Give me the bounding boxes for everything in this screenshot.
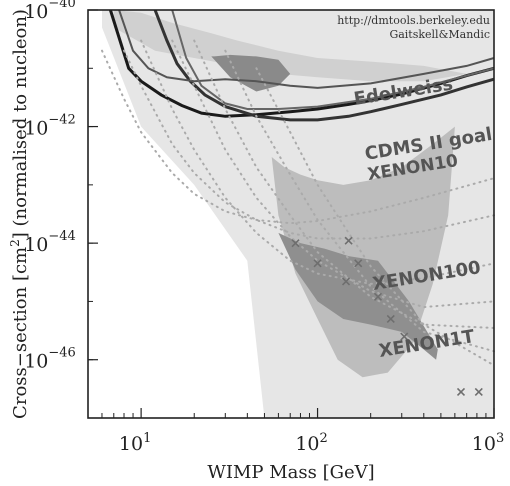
- x-tick-label-1: 102: [295, 431, 327, 455]
- credit-line-2: Gaitskell&Mandic: [389, 28, 490, 41]
- marker-7: [400, 332, 409, 341]
- marker-9: [474, 387, 483, 397]
- marker-4: [341, 277, 351, 286]
- series-line-0: [108, 9, 495, 118]
- series-line-2: [118, 9, 495, 89]
- region-1: [113, 10, 467, 82]
- marker-8: [456, 387, 466, 397]
- y-axis-label-prefix: Cross−section [cm: [10, 247, 31, 419]
- y-axis-label: Cross−section [cm2] (normalised to nucle…: [8, 9, 31, 419]
- series-line-8: [193, 39, 495, 329]
- series-line-9: [224, 49, 495, 353]
- y-axis-label-suffix: ] (normalised to nucleon): [10, 9, 31, 239]
- x-tick-label-0: 101: [119, 431, 151, 455]
- series-line-10: [255, 67, 495, 367]
- credit-line-1: http://dmtools.berkeley.edu: [337, 14, 490, 27]
- y-axis-label-sup: 2: [8, 239, 22, 247]
- y-tick-label-2: 10−44: [24, 229, 76, 256]
- marker-3: [354, 259, 363, 268]
- marker-0: [291, 239, 300, 248]
- series-line-3: [171, 9, 495, 110]
- axis-ticks: 101 102 103 10−40 10−42 10−44 10−46: [24, 0, 504, 455]
- series-line-5: [123, 49, 495, 240]
- x-tick-label-2: 103: [472, 431, 504, 455]
- y-tick-label-0: 10−40: [24, 0, 76, 23]
- marker-5: [373, 292, 383, 301]
- series-line-6: [140, 39, 495, 285]
- series-line-4: [101, 49, 495, 225]
- limit-curves: [101, 9, 495, 367]
- y-tick-label-1: 10−42: [24, 113, 76, 140]
- marker-6: [386, 314, 395, 324]
- marker-2: [344, 236, 353, 245]
- plot-frame: [87, 9, 495, 419]
- series-line-1: [153, 9, 495, 122]
- x-axis-label: WIMP Mass [GeV]: [207, 462, 374, 483]
- y-tick-label-3: 10−46: [24, 346, 76, 373]
- theory-markers: [291, 236, 483, 397]
- marker-1: [313, 259, 322, 268]
